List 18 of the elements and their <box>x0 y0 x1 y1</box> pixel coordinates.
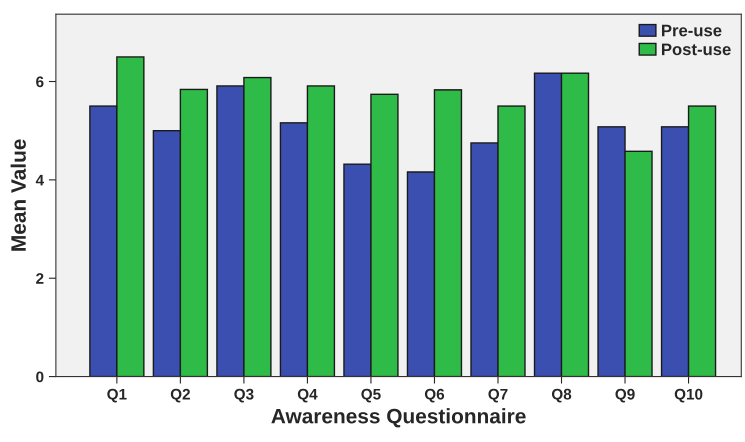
x-tick-label: Q6 <box>424 388 444 402</box>
x-tick-label: Q7 <box>488 388 508 402</box>
x-tick-label: Q10 <box>674 388 702 402</box>
x-tick-label: Q3 <box>234 388 254 402</box>
legend-label: Post-use <box>662 44 731 56</box>
y-tick-label: 4 <box>36 174 44 186</box>
legend-label: Pre-use <box>662 24 722 36</box>
y-axis-title: Mean Value <box>10 139 26 251</box>
x-tick-label: Q8 <box>552 388 572 402</box>
x-tick-label: Q4 <box>298 388 318 402</box>
y-tick-label: 2 <box>36 273 44 284</box>
x-tick-label: Q1 <box>107 388 127 402</box>
y-tick-label: 0 <box>36 371 44 382</box>
x-tick-label: Q5 <box>361 388 381 402</box>
y-tick-label: 6 <box>36 76 44 88</box>
x-tick-label: Q9 <box>615 388 635 402</box>
x-tick-label: Q2 <box>170 388 190 402</box>
x-axis-title: Awareness Questionnaire <box>271 408 526 428</box>
